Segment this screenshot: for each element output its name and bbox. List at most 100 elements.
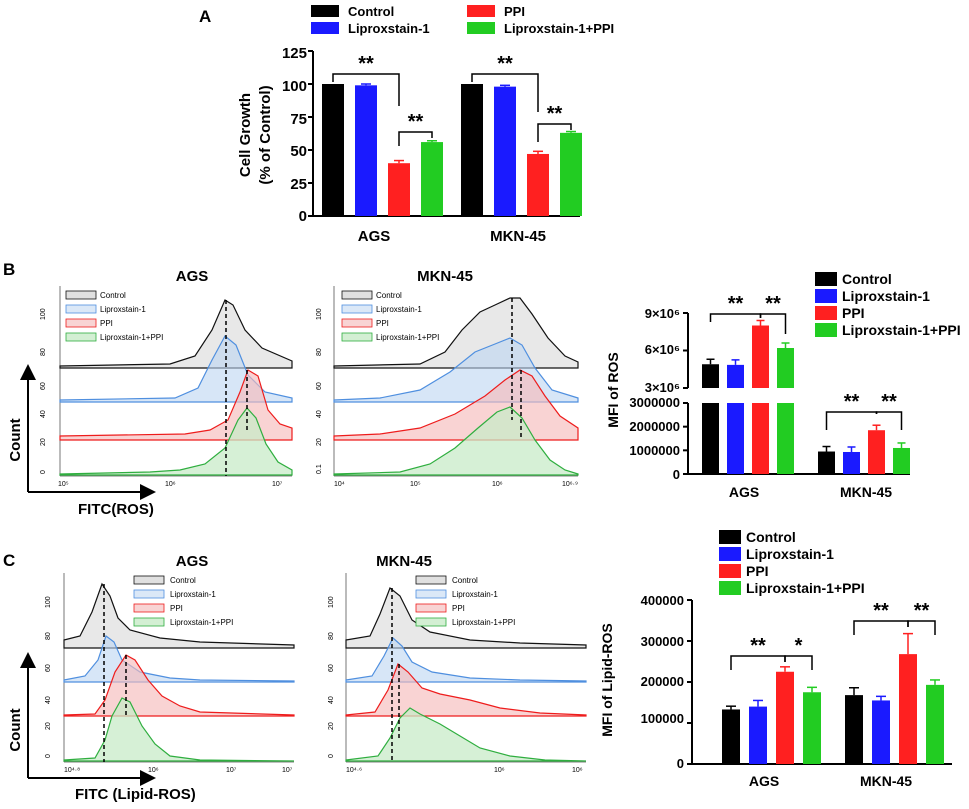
legend-c-label-lipro: Liproxstain-1 — [746, 546, 834, 562]
b-hist-mkn-ytick-100: 100 — [316, 308, 323, 320]
b-hist-mkn-xtick-3: 10⁶·⁹ — [562, 481, 578, 488]
b-hist-mkn-xtick-1: 10⁵ — [410, 481, 421, 488]
b-hist-mkn-legend-sw-3 — [341, 332, 373, 342]
c-sig-1-bracket — [784, 655, 813, 670]
b-sig-3-bracket — [875, 411, 903, 430]
a-ytick-1: 25 — [290, 176, 307, 193]
b-hist-ags-legend-sw-2 — [65, 318, 97, 328]
b-bar-xlabel-ags: AGS — [729, 484, 759, 500]
b-bar-utick-3: 3×10⁶ — [645, 380, 680, 395]
a-ytick-4: 100 — [282, 78, 307, 95]
b-bar-ltick-2: 2000000 — [629, 419, 680, 434]
b-hist-ags-legend-label-3: Liproxstain-1+PPI — [100, 333, 163, 342]
a-sig-2-label: ** — [497, 53, 513, 75]
c-sig-0-bracket — [730, 655, 786, 670]
b-hist-mkn-legend-label-3: Liproxstain-1+PPI — [376, 333, 439, 342]
legend-a-swatch-ppi — [467, 5, 495, 17]
c-bar-control-0 — [722, 709, 740, 764]
a-bar-control-1 — [461, 84, 483, 216]
legend-c-swatch-combo — [719, 581, 741, 595]
a-sig-3-label: ** — [547, 103, 563, 125]
c-hist-ags-legend: Control Liproxstain-1 PPI Liproxstain-1+… — [133, 575, 233, 627]
b-ags-ppi-curve — [59, 369, 293, 441]
c-hist-mkn-ytick-80: 80 — [328, 632, 335, 640]
b-hist-ags-legend-label-1: Liproxstain-1 — [100, 305, 146, 314]
b-hist-ags-xtick-1: 10⁶ — [165, 481, 176, 488]
legend-c: Control Liproxstain-1 PPI Liproxstain-1+… — [719, 529, 865, 596]
b-hist-ags-legend-sw-1 — [65, 304, 97, 314]
c-bar-ylabel: MFI of Lipid-ROS — [599, 623, 615, 737]
b-hist-mkn-legend-label-0: Control — [376, 291, 402, 300]
b-bar-ylabel: MFI of ROS — [605, 352, 621, 427]
a-bar-ppi-0 — [388, 163, 410, 216]
b-hist-mkn: 100 80 60 40 20 0.1 10⁴ 10⁵ 10⁶ 10⁶·⁹ Co… — [316, 286, 579, 488]
legend-c-swatch-ppi — [719, 564, 741, 578]
b-bar-lower-ticks: 0 1000000 2000000 3000000 — [629, 395, 680, 482]
a-bar-combo-1 — [560, 132, 582, 216]
c-hist-mkn-ytick-20: 20 — [328, 722, 335, 730]
c-hist-ags-xtick-2: 10⁷ — [226, 767, 237, 774]
a-sig-1-label: ** — [408, 111, 424, 133]
legend-c-label-control: Control — [746, 529, 796, 545]
b-sig-0-label: ** — [728, 293, 744, 315]
c-hist-ags-ytick-60: 60 — [45, 664, 52, 672]
b-bar-ltick-3: 3000000 — [629, 395, 680, 410]
panel-label-c: C — [3, 551, 15, 570]
c-sig-3-bracket — [907, 620, 936, 635]
b-bar-ppi-0-upper — [752, 325, 769, 388]
b-bar-utick-6: 6×10⁶ — [645, 342, 680, 357]
b-hist-ags-xtick-0: 10⁵ — [58, 481, 69, 488]
c-mkn-combo-curve — [345, 707, 587, 762]
legend-b-swatch-control — [815, 272, 837, 286]
b-hist-mkn-legend-label-2: PPI — [376, 319, 389, 328]
a-y-ticks: 0 25 50 75 100 125 — [282, 45, 307, 225]
legend-b-swatch-lipro — [815, 289, 837, 303]
c-sig-1-label: * — [795, 635, 803, 657]
a-xlabel-ags: AGS — [358, 228, 391, 245]
b-hist-mkn-ytick-80: 80 — [316, 348, 323, 356]
c-yaxis-title: Count — [7, 708, 24, 751]
c-sig-0-label: ** — [750, 635, 766, 657]
b-bar-ltick-1: 1000000 — [629, 443, 680, 458]
a-xlabel-mkn: MKN-45 — [490, 228, 546, 245]
c-hist-ags-ytick-80: 80 — [45, 632, 52, 640]
b-hist-ags-ytick-80: 80 — [40, 348, 47, 356]
c-hist-ags-ytick-0: 0 — [45, 754, 52, 758]
c-bar-ytick-0: 0 — [677, 756, 684, 771]
legend-c-swatch-control — [719, 530, 741, 544]
c-bar-ppi-0 — [776, 671, 794, 764]
c-bar-ytick-2: 200000 — [641, 674, 684, 689]
b-hist-ags-legend: Control Liproxstain-1 PPI Liproxstain-1+… — [65, 290, 163, 342]
b-hist-ags-xtick-2: 10⁷ — [272, 481, 283, 488]
a-bar-lipro-0 — [355, 85, 377, 216]
b-bar-lipro-0-lower — [727, 403, 744, 474]
b-mkn-combo-curve — [333, 406, 579, 476]
b-hist-mkn-xtick-2: 10⁶ — [492, 481, 503, 488]
b-hist-ags-ytick-20: 20 — [40, 438, 47, 446]
c-hist-mkn-xtick-2: 10⁶ — [572, 767, 583, 774]
c-hist-ags-legend-sw-2 — [133, 603, 165, 613]
a-bar-control-0 — [322, 84, 344, 216]
b-sig-3-label: ** — [881, 391, 897, 413]
c-bar-ppi-1 — [899, 654, 917, 764]
b-sig-0-bracket — [709, 313, 762, 322]
b-hist-mkn-legend-sw-0 — [341, 290, 373, 300]
b-hist-mkn-legend-sw-2 — [341, 318, 373, 328]
legend-b: Control Liproxstain-1 PPI Liproxstain-1+… — [815, 271, 961, 338]
c-hist-ags-ytick-40: 40 — [45, 696, 52, 704]
c-bar-ytick-3: 300000 — [641, 634, 684, 649]
c-hist-ags-legend-label-0: Control — [170, 576, 196, 585]
c-hist-mkn-legend-sw-1 — [415, 589, 447, 599]
b-hist-ags: 100 80 60 40 20 0 10⁵ 10⁶ 10⁷ Control Li… — [40, 286, 293, 488]
legend-a-swatch-combo — [467, 22, 495, 34]
panel-c: C AGS MKN-45 Count FITC (Lipid-ROS) 100 … — [3, 529, 952, 803]
c-hist-mkn: 100 80 60 40 20 0 10⁴·⁶ 10⁶ 10⁶ Control … — [328, 573, 587, 774]
b-hist-mkn-legend-label-1: Liproxstain-1 — [376, 305, 422, 314]
c-hist-mkn-legend-sw-2 — [415, 603, 447, 613]
c-hist-ags-title: AGS — [176, 553, 209, 570]
b-sig-1-label: ** — [765, 293, 781, 315]
a-ylabel-2: (% of Control) — [257, 85, 274, 184]
a-sig-2-bracket — [471, 73, 539, 112]
c-hist-ags-legend-label-2: PPI — [170, 604, 183, 613]
